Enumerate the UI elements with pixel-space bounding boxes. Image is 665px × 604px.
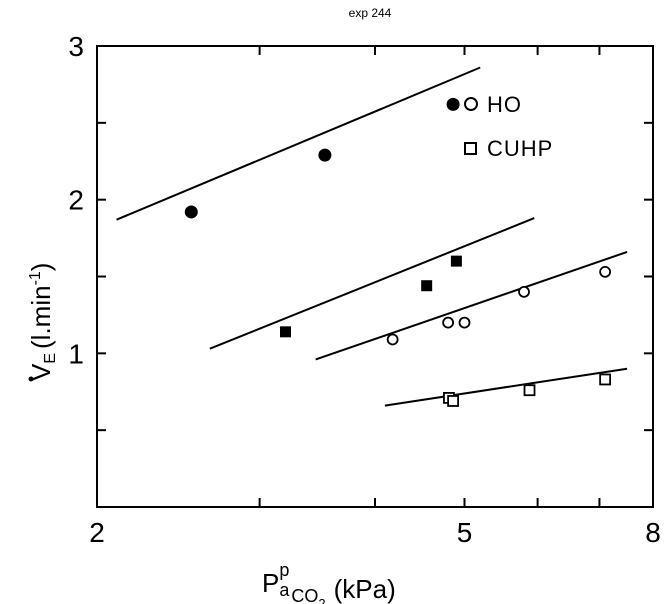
fit-line (315, 250, 628, 361)
data-point-filled-square (450, 255, 462, 267)
data-point-open-square (447, 395, 460, 407)
chart-title: exp 244 (349, 6, 392, 20)
data-point-filled-circle (184, 205, 198, 219)
plot-area (96, 45, 654, 508)
y-tick-label: 1 (68, 338, 84, 369)
y-tick-label: 3 (68, 31, 84, 62)
y-axis-label: VE(l.min-1) (26, 263, 59, 381)
x-axis-label: PapCO2 (kPa) (262, 560, 396, 604)
fit-line (116, 66, 481, 221)
data-point-filled-circle (318, 148, 332, 162)
data-point-filled-square (280, 326, 292, 338)
axis-ticks: 2 5 8 1 2 3 (68, 31, 660, 548)
data-point-filled-square (421, 280, 433, 292)
data-point-filled-circle (446, 97, 460, 111)
fit-line (384, 367, 628, 407)
x-tick-label: 2 (89, 517, 105, 548)
data-point-open-circle (599, 265, 612, 278)
fit-lines (116, 66, 628, 407)
legend: HO CUHP (464, 92, 553, 161)
legend-label-cuhp: CUHP (487, 136, 553, 161)
legend-label-ho: HO (487, 92, 522, 117)
data-point-open-circle (458, 316, 471, 329)
x-tick-label: 5 (457, 517, 473, 548)
data-point-open-square (599, 373, 612, 386)
data-point-open-circle (386, 333, 399, 346)
data-point-open-circle (442, 316, 455, 329)
y-label-dot (28, 376, 34, 382)
legend-marker-cuhp (464, 142, 477, 155)
y-tick-label: 2 (68, 185, 84, 216)
data-point-open-square (523, 384, 536, 397)
fit-line (209, 217, 535, 350)
legend-marker-ho (464, 97, 478, 111)
x-tick-label: 8 (645, 517, 661, 548)
data-point-open-circle (518, 285, 530, 298)
plot-frame (96, 45, 654, 508)
data-points (184, 97, 612, 407)
